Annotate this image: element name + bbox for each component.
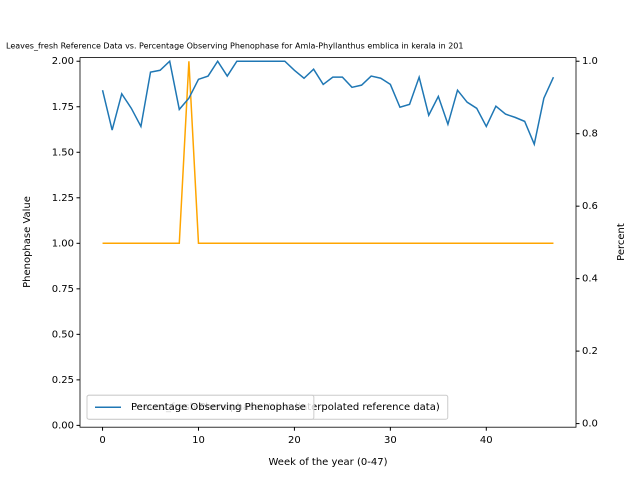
chart-title: Leaves_fresh Reference Data vs. Percenta… — [6, 42, 463, 51]
x-tick-label: 20 — [288, 435, 301, 446]
y-tick-label: 1.00 — [52, 238, 74, 249]
y-tick-label: 1.25 — [52, 193, 74, 204]
axes-frame — [79, 57, 577, 428]
y2-tick-label: 0.4 — [582, 274, 598, 285]
y-tick-label: 0.25 — [52, 375, 74, 386]
y-tick-label: 0.75 — [52, 284, 74, 295]
y2-axis-label: Percent — [616, 223, 627, 261]
y-axis-label: Phenophase Value — [22, 196, 33, 288]
y-tick-label: 2.00 — [52, 56, 74, 67]
y-tick-label: 1.50 — [52, 147, 74, 158]
y2-tick-label: 0.0 — [582, 419, 598, 430]
data-line — [102, 61, 554, 245]
x-tick-label: 0 — [99, 435, 105, 446]
y-tick-label: 0.50 — [52, 329, 74, 340]
y-tick-label: 1.75 — [52, 102, 74, 113]
x-axis-label: Week of the year (0-47) — [269, 457, 388, 468]
legend: Percentage Observing Phenophase — [86, 394, 315, 420]
y-tick-label: 0.00 — [52, 420, 74, 431]
x-tick-label: 30 — [384, 435, 397, 446]
y2-tick-label: 0.2 — [582, 346, 598, 357]
x-tick-label: 10 — [192, 435, 205, 446]
y2-tick-label: 0.8 — [582, 129, 598, 140]
y2-tick-label: 0.6 — [582, 201, 598, 212]
y2-tick-label: 1.0 — [582, 56, 598, 67]
x-tick-label: 40 — [480, 435, 493, 446]
legend-box — [86, 394, 315, 420]
legend-label: Percentage Observing Phenophase — [131, 402, 306, 413]
data-line — [101, 59, 555, 147]
